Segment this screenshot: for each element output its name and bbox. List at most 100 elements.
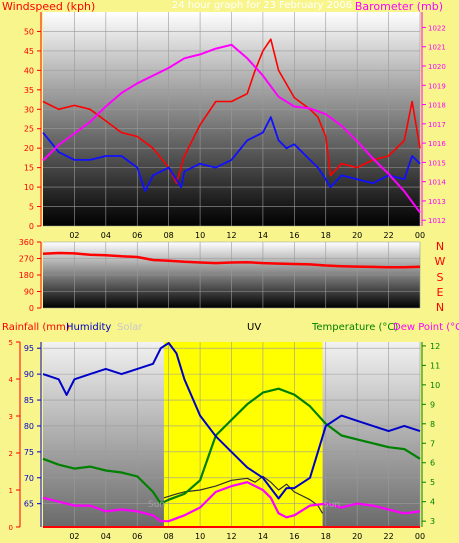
panel1-series bbox=[42, 38, 421, 214]
tick-label: 04 bbox=[101, 532, 111, 541]
chart-title: 24 hour graph for 23 February 2006 bbox=[172, 0, 352, 11]
tick-label: 5 bbox=[430, 478, 435, 487]
tick-label: 02 bbox=[69, 231, 79, 240]
sunrise-label: Sun bbox=[148, 500, 165, 510]
tick-label: 00 bbox=[415, 532, 425, 541]
humidity-axis-ticks: 65 70 75 80 85 90 95 bbox=[24, 344, 41, 509]
tick-label: 50 bbox=[24, 27, 34, 36]
tick-label: 6 bbox=[430, 459, 435, 468]
humidity-line bbox=[42, 342, 421, 500]
tick-label: 1014 bbox=[428, 179, 446, 187]
tick-label: 9 bbox=[430, 400, 435, 409]
tick-label: 1019 bbox=[428, 82, 446, 90]
temperature-axis-title: Temperature (°C) bbox=[311, 322, 398, 333]
dewpoint-line bbox=[42, 481, 421, 523]
wind-average-line bbox=[42, 116, 421, 192]
tick-label: 7 bbox=[430, 439, 435, 448]
tick-label: 16 bbox=[289, 532, 299, 541]
tick-label: 20 bbox=[352, 532, 362, 541]
tick-label: 22 bbox=[383, 532, 393, 541]
compass-w: W bbox=[435, 255, 446, 268]
humidity-axis-title: Humidity bbox=[66, 322, 111, 333]
tick-label: 1017 bbox=[428, 121, 446, 129]
tick-label: 4 bbox=[430, 498, 435, 507]
tick-label: 75 bbox=[24, 448, 34, 457]
tick-label: 40 bbox=[24, 66, 34, 75]
panel2-series bbox=[42, 251, 421, 269]
barometer-axis-title: Barometer (mb) bbox=[355, 0, 443, 13]
tick-label: 80 bbox=[24, 422, 34, 431]
tick-label: 2 bbox=[9, 450, 13, 458]
tick-label: 1020 bbox=[428, 63, 446, 71]
tick-label: 4 bbox=[9, 376, 14, 384]
tick-label: 1016 bbox=[428, 140, 446, 148]
wind-direction-panel: 0 90 180 270 360 N W S E N bbox=[19, 238, 446, 314]
tick-label: 12 bbox=[226, 231, 236, 240]
tick-label: 3 bbox=[9, 413, 13, 421]
tick-label: 95 bbox=[24, 344, 34, 353]
solar-line bbox=[163, 475, 324, 514]
tick-label: 1012 bbox=[428, 217, 446, 225]
tick-label: 20 bbox=[24, 144, 34, 153]
tick-label: 08 bbox=[164, 231, 174, 240]
tick-label: 10 bbox=[195, 231, 205, 240]
tick-label: 11 bbox=[430, 361, 440, 370]
tick-label: 10 bbox=[195, 532, 205, 541]
tick-label: 14 bbox=[258, 231, 268, 240]
tick-label: 5 bbox=[9, 339, 13, 347]
barometer-axis-ticks: 1012 1013 1014 1015 1016 1017 1018 1019 1020 1021… bbox=[422, 24, 446, 225]
uv-legend-label: UV bbox=[247, 322, 261, 333]
wind-direction-line bbox=[42, 251, 421, 269]
tick-label: 30 bbox=[24, 105, 34, 114]
tick-label: 85 bbox=[24, 396, 34, 405]
tick-label: 0 bbox=[29, 222, 34, 231]
tick-label: 0 bbox=[29, 304, 34, 313]
uv-band bbox=[163, 342, 323, 527]
tick-label: 06 bbox=[132, 532, 142, 541]
tick-label: 360 bbox=[19, 238, 34, 247]
tick-label: 18 bbox=[321, 532, 331, 541]
tick-label: 12 bbox=[430, 342, 440, 351]
compass-n-bottom: N bbox=[436, 301, 444, 314]
rainfall-axis-title: Rainfall (mm) bbox=[2, 322, 70, 333]
tick-label: 1021 bbox=[428, 44, 446, 52]
panel3-hour-ticks: 02 04 06 08 10 12 14 16 18 20 22 00 bbox=[69, 532, 425, 541]
tick-label: 1 bbox=[9, 487, 13, 495]
tick-label: 90 bbox=[24, 370, 34, 379]
tick-label: 0 bbox=[9, 524, 13, 532]
barometer-line bbox=[42, 43, 421, 214]
temperature-line bbox=[42, 387, 421, 505]
tick-label: 08 bbox=[164, 532, 174, 541]
tick-label: 1018 bbox=[428, 102, 446, 110]
sunset-label: Sun bbox=[323, 500, 340, 510]
rainfall-axis-ticks: 0 1 2 3 4 5 bbox=[9, 339, 20, 532]
tick-label: 5 bbox=[29, 203, 34, 212]
tick-label: 02 bbox=[69, 532, 79, 541]
tick-label: 10 bbox=[24, 183, 34, 192]
dewpoint-axis-title: Dew Point (°C) bbox=[393, 322, 459, 333]
compass-e: E bbox=[437, 286, 444, 299]
windspeed-axis-title: Windspeed (kph) bbox=[2, 0, 95, 13]
tick-label: 25 bbox=[24, 125, 34, 134]
tick-label: 12 bbox=[226, 532, 236, 541]
tick-label: 270 bbox=[19, 255, 34, 264]
compass-n-top: N bbox=[436, 240, 444, 253]
tick-label: 04 bbox=[101, 231, 111, 240]
tick-label: 16 bbox=[289, 231, 299, 240]
tick-label: 14 bbox=[258, 532, 268, 541]
panel3-series bbox=[42, 342, 421, 528]
tick-label: 45 bbox=[24, 47, 34, 56]
tick-label: 20 bbox=[352, 231, 362, 240]
tick-label: 18 bbox=[321, 231, 331, 240]
compass-s: S bbox=[437, 271, 444, 284]
solar-legend-label: Solar bbox=[117, 322, 143, 333]
tick-label: 1013 bbox=[428, 198, 446, 206]
tick-label: 70 bbox=[24, 474, 34, 483]
tick-label: 3 bbox=[430, 517, 435, 526]
direction-axis-ticks: 0 90 180 270 360 bbox=[19, 238, 41, 313]
tick-label: 1022 bbox=[428, 24, 446, 32]
tick-label: 10 bbox=[430, 381, 440, 390]
